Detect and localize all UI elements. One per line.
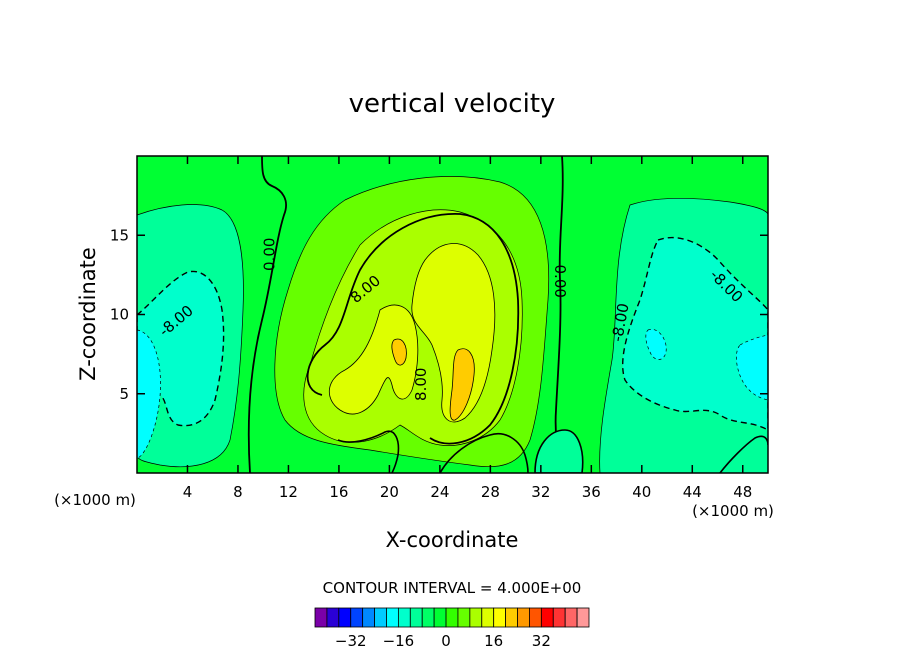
y-axis: 5 10 15 (110, 226, 768, 403)
x-tick-label: 44 (683, 483, 702, 501)
contour-label: 0.00 (261, 238, 279, 271)
x-tick-label: 16 (329, 483, 348, 501)
colorbar-swatch (505, 607, 518, 628)
contour-label: 0.00 (551, 265, 569, 298)
x-unit-label-left: (×1000 m) (54, 491, 136, 509)
chart-title: vertical velocity (349, 89, 556, 119)
x-tick-label: 24 (430, 483, 449, 501)
contour-band-neg12-right-a (736, 334, 768, 401)
colorbar-swatch (481, 607, 495, 628)
colorbar-tick-label: 0 (441, 632, 451, 650)
colorbar-swatch (529, 607, 542, 628)
x-tick-label: 12 (279, 483, 298, 501)
contour-band-neg8-right (622, 236, 768, 431)
colorbar-swatch (362, 607, 375, 628)
contour-band-neg12-right-b (645, 328, 667, 360)
colorbar-swatch (421, 607, 435, 628)
colorbar-swatch (374, 607, 387, 628)
y-axis-label: Z-coordinate (76, 247, 100, 381)
x-tick-label: 40 (632, 483, 651, 501)
x-tick-label: 48 (733, 483, 752, 501)
colorbar-swatch (457, 607, 471, 628)
contour-interval-label: CONTOUR INTERVAL = 4.000E+00 (323, 579, 582, 597)
contour-label: 8.00 (412, 368, 430, 401)
colorbar-tick-label: 32 (532, 632, 551, 650)
contour-band-16-b (391, 338, 407, 366)
x-tick-label: 28 (481, 483, 500, 501)
x-axis: 4 8 12 16 20 24 28 32 36 40 44 48 (183, 156, 752, 501)
colorbar-swatch (517, 607, 530, 628)
colorbar-swatch (314, 607, 328, 628)
x-axis-label: X-coordinate (386, 528, 519, 552)
zero-contour-left (247, 156, 287, 473)
colorbar-tick-label: 16 (484, 632, 503, 650)
colorbar-swatch (469, 607, 483, 628)
contour-band-neg12-left (137, 329, 161, 459)
contour-band-16-a (449, 348, 475, 421)
y-tick-label: 5 (119, 385, 129, 403)
colorbar-swatch (564, 607, 578, 628)
colorbar-tick-label: −16 (383, 632, 415, 650)
x-tick-label: 20 (380, 483, 399, 501)
x-tick-label: 36 (582, 483, 601, 501)
colorbar-swatch (386, 607, 399, 628)
colorbar-swatch (338, 607, 352, 628)
colorbar-swatch (576, 607, 590, 628)
x-tick-label: 32 (531, 483, 550, 501)
colorbar-swatch (350, 607, 364, 628)
colorbar-swatch (397, 607, 411, 628)
zero-contour-base-2 (439, 433, 529, 473)
x-unit-label-right: (×1000 m) (692, 502, 774, 520)
contour-field (137, 156, 768, 473)
colorbar-swatch (445, 607, 459, 628)
y-tick-label: 10 (110, 306, 129, 324)
zero-contour-right-edge (719, 435, 768, 473)
colorbar-tick-label: −32 (335, 632, 367, 650)
colorbar (314, 607, 590, 628)
zero-contour-plume (306, 213, 520, 445)
zero-contour-cell (534, 429, 584, 473)
zero-contour-base (337, 430, 400, 473)
colorbar-swatch (493, 607, 507, 628)
x-tick-label: 8 (233, 483, 243, 501)
colorbar-swatch (552, 607, 566, 628)
colorbar-swatch (409, 607, 423, 628)
x-tick-label: 4 (183, 483, 193, 501)
colorbar-swatch (326, 607, 340, 628)
colorbar-swatch (540, 607, 554, 628)
y-tick-label: 15 (110, 226, 129, 244)
contour-band-neg8-left (137, 270, 225, 445)
colorbar-swatch (433, 607, 447, 628)
contour-band-12-left (328, 304, 419, 415)
colorbar-ticks: −32 −16 0 16 32 (335, 632, 551, 650)
